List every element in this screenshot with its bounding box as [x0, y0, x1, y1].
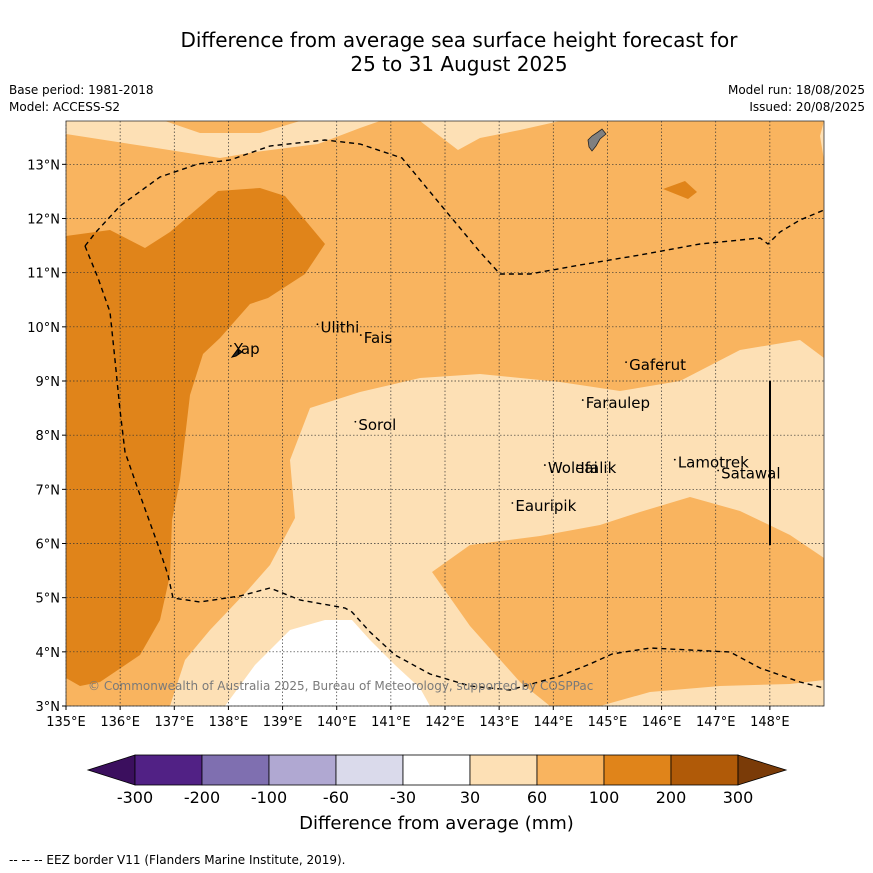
base-period: Base period: 1981-2018: [9, 83, 154, 97]
eez-footer-note: -- -- -- EEZ border V11 (Flanders Marine…: [9, 853, 346, 867]
y-tick-label: 4°N: [36, 646, 61, 661]
y-tick-label: 8°N: [36, 429, 61, 444]
island-marker: [229, 345, 232, 347]
y-tick-label: 13°N: [27, 158, 60, 173]
x-tick-label: 139°E: [263, 715, 303, 730]
x-tick-label: 142°E: [425, 715, 465, 730]
y-tick-label: 5°N: [36, 592, 61, 607]
island-marker: [576, 464, 579, 466]
colorbar-tick-label: -100: [250, 788, 288, 807]
y-tick-label: 9°N: [36, 375, 61, 390]
field-30-60-north: [66, 121, 380, 158]
x-tick-label: 140°E: [317, 715, 357, 730]
colorbar-box: [402, 754, 471, 786]
colorbar-tick-label: 30: [459, 788, 481, 807]
colorbar-box: [201, 754, 270, 786]
x-tick-label: 141°E: [371, 715, 411, 730]
colorbar-tick-label: -30: [389, 788, 417, 807]
x-tick-label: 136°E: [100, 715, 140, 730]
place-label-satawal: Satawal: [721, 465, 780, 483]
place-label-gaferut: Gaferut: [629, 356, 686, 374]
colorbar-box: [134, 754, 203, 786]
colorbar-box: [469, 754, 538, 786]
y-tick-label: 12°N: [27, 213, 60, 228]
field-30-60-se: [600, 680, 824, 706]
meta-right: Model run: 18/08/2025 Issued: 20/08/2025: [728, 82, 865, 116]
island-marker: [316, 323, 319, 326]
x-tick-label: 147°E: [696, 715, 736, 730]
x-axis: 135°E 136°E 137°E 138°E 139°E 140°E 141°E 142°E…: [46, 706, 790, 730]
colorbar-tick-label: -200: [183, 788, 221, 807]
place-label-woleai: Woleai: [548, 459, 598, 477]
island-marker: [511, 502, 514, 504]
colorbar-box: [536, 754, 605, 786]
island-marker: [625, 361, 627, 364]
copyright-text: © Commonwealth of Australia 2025, Bureau…: [88, 679, 593, 693]
island-marker: [581, 399, 584, 401]
colorbar-title: Difference from average (mm): [299, 813, 574, 834]
field-neutral: [225, 620, 430, 706]
colorbar-extend-high: [737, 754, 788, 786]
colorbar-tick-label: -300: [116, 788, 154, 807]
colorbar-tick-label: -60: [322, 788, 350, 807]
colorbar-tick-label: 100: [588, 788, 620, 807]
field-100-200-patch: [663, 181, 697, 199]
island-marker: [354, 420, 357, 423]
field-30-60-central: [170, 340, 824, 706]
colorbar-box: [670, 754, 739, 786]
title-line2: 25 to 31 August 2025: [350, 52, 568, 76]
colorbar: [86, 754, 788, 786]
model-name: Model: ACCESS-S2: [9, 100, 121, 114]
meta-left: Base period: 1981-2018 Model: ACCESS-S2: [9, 82, 154, 116]
y-tick-label: 6°N: [36, 538, 61, 553]
model-run: Model run: 18/08/2025: [727, 83, 865, 97]
colorbar-box: [335, 754, 404, 786]
place-label-sorol: Sorol: [358, 416, 396, 434]
title-line1: Difference from average sea surface heig…: [180, 28, 738, 52]
y-axis: 3°N 4°N 5°N 6°N 7°N 8°N 9°N 10°N 11°N 12°N 13°N: [27, 158, 66, 715]
y-tick-label: 3°N: [36, 700, 61, 715]
y-tick-label: 10°N: [27, 321, 60, 336]
guam-island: [587, 128, 607, 152]
field-100-200-west: [66, 188, 325, 686]
colorbar-extend-low: [86, 754, 136, 786]
island-marker: [717, 469, 720, 472]
place-label-eauripik: Eauripik: [515, 497, 576, 515]
x-tick-label: 135°E: [46, 715, 86, 730]
x-tick-label: 144°E: [534, 715, 574, 730]
place-label-fais: Fais: [364, 329, 393, 347]
place-label-ifalik: Ifalik: [580, 459, 616, 477]
place-label-ulithi: Ulithi: [320, 318, 359, 336]
island-marker: [359, 334, 362, 336]
x-tick-label: 145°E: [588, 715, 628, 730]
x-tick-label: 146°E: [642, 715, 682, 730]
field-30-60-ne: [820, 121, 824, 160]
place-label-lamotrek: Lamotrek: [678, 454, 749, 472]
place-labels: Yap Ulithi Fais Sorol Gaferut Faraulep WoleaiI…: [229, 318, 781, 515]
x-tick-label: 143°E: [479, 715, 519, 730]
colorbar-tick-label: 300: [722, 788, 754, 807]
x-tick-label: 138°E: [209, 715, 249, 730]
field-30-60-north-2: [420, 121, 560, 150]
colorbar-tick-label: 60: [526, 788, 548, 807]
yap-island: [230, 348, 243, 358]
place-label-yap: Yap: [233, 340, 260, 358]
colorbar-tick-label: 200: [655, 788, 687, 807]
island-marker: [673, 458, 676, 461]
y-tick-label: 11°N: [27, 267, 60, 282]
y-tick-label: 7°N: [36, 483, 61, 498]
place-label-faraulep: Faraulep: [586, 394, 650, 412]
colorbar-box: [268, 754, 337, 786]
colorbar-box: [603, 754, 672, 786]
eez-border-south: [84, 245, 824, 691]
chart-title: Difference from average sea surface heig…: [0, 28, 873, 76]
issued-date: Issued: 20/08/2025: [749, 100, 865, 114]
x-tick-label: 148°E: [750, 715, 790, 730]
island-marker: [543, 464, 546, 466]
x-tick-label: 137°E: [155, 715, 195, 730]
